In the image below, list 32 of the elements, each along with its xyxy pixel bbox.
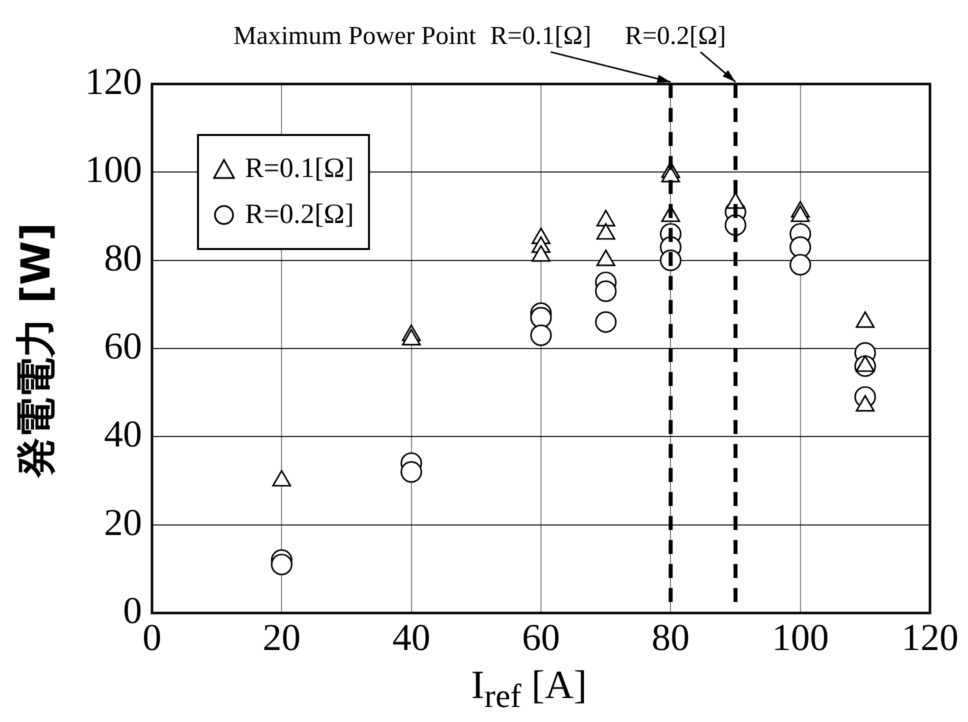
annotation: R=0.1[Ω] [490,21,592,50]
point [530,324,552,346]
point [595,280,617,302]
point [596,210,616,226]
point [790,205,810,222]
point [595,311,617,333]
y-tick-label: 60 [104,325,142,368]
annotation: R=0.2[Ω] [624,21,726,50]
x-tick-label: 20 [262,616,301,659]
y-tick-label: 20 [104,502,142,544]
legend-label: R=0.2[Ω] [245,199,354,231]
point [400,461,422,483]
point [270,554,292,576]
point [596,223,616,240]
point [856,311,875,328]
point [532,245,550,262]
x-tick-label: 120 [902,616,958,659]
y-tick-label: 120 [85,60,142,103]
x-tick-label: 80 [652,616,690,659]
point [530,306,552,328]
x-tick-label: 40 [392,616,430,659]
y-axis-title: 発電電力 [W] [12,222,60,478]
y-tick-label: 0 [123,590,142,632]
y-tick-label: 40 [104,414,142,456]
y-tick-label: 80 [104,237,142,280]
x-axis-title: I$_{ref}$ [A] [470,661,588,717]
legend-label: R=0.1[Ω] [245,153,354,185]
point [596,250,616,266]
x-tick-label: 100 [772,616,829,659]
text: Maximum Power Point [233,21,477,50]
y-tick-label: 100 [85,149,142,192]
x-tick-label: 60 [522,616,560,659]
